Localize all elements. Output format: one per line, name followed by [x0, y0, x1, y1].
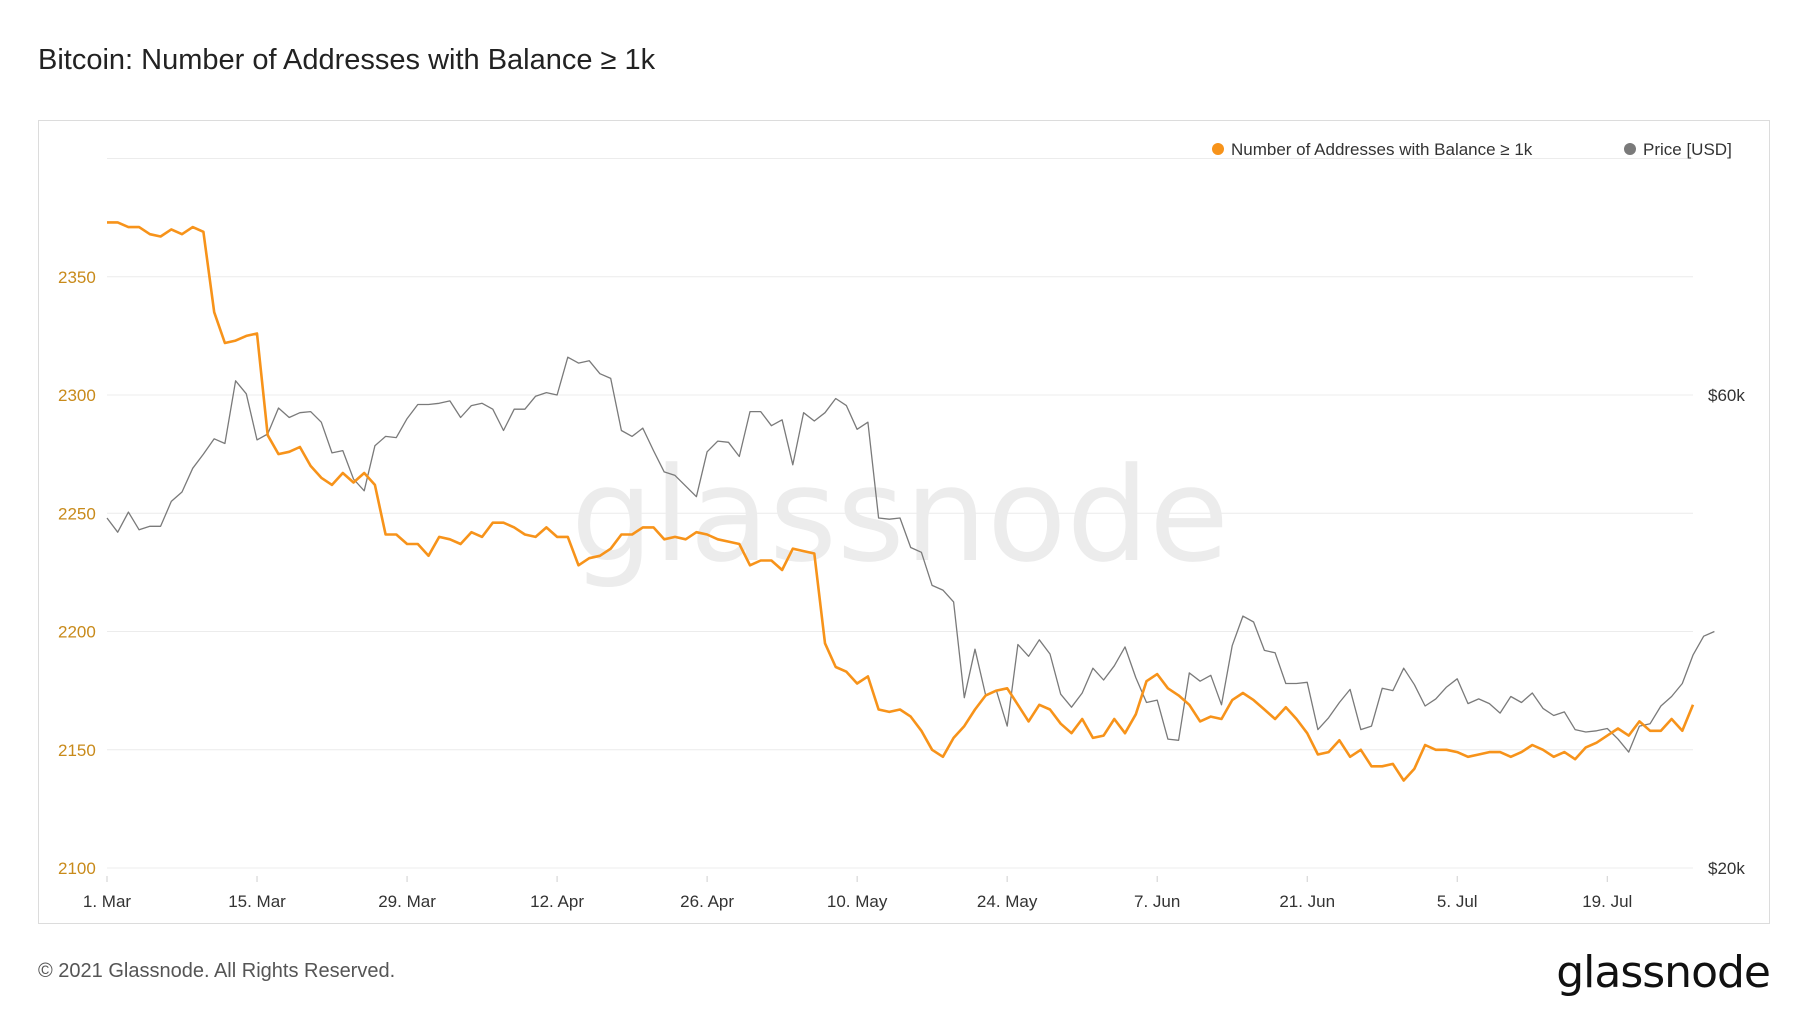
legend: Number of Addresses with Balance ≥ 1k Pri… — [1212, 140, 1732, 159]
legend-item-price-marker — [1624, 143, 1636, 155]
y-left-tick-label: 2150 — [58, 741, 96, 760]
grid-lines — [107, 158, 1693, 869]
y-left-tick-label: 2300 — [58, 386, 96, 405]
x-tick-label: 15. Mar — [228, 892, 286, 911]
y-left-tick-label: 2200 — [58, 623, 96, 642]
x-tick-label: 26. Apr — [680, 892, 734, 911]
x-tick-label: 29. Mar — [378, 892, 436, 911]
x-tick-label: 24. May — [977, 892, 1038, 911]
page-title: Bitcoin: Number of Addresses with Balanc… — [38, 44, 656, 76]
x-tick-label: 12. Apr — [530, 892, 584, 911]
addresses-series-line — [107, 221, 1695, 782]
y-right-tick-label: $60k — [1708, 386, 1745, 405]
x-tick-label: 21. Jun — [1279, 892, 1335, 911]
y-left-tick-label: 2100 — [58, 859, 96, 878]
x-tick-label: 19. Jul — [1582, 892, 1632, 911]
y-left-tick-label: 2350 — [58, 268, 96, 287]
legend-item-price[interactable]: Price [USD] — [1643, 140, 1732, 159]
y-right-tick-label: $20k — [1708, 859, 1745, 878]
chart-panel — [38, 120, 1770, 924]
legend-item-addresses[interactable]: Number of Addresses with Balance ≥ 1k — [1231, 140, 1533, 159]
y-left-tick-label: 2250 — [58, 504, 96, 523]
x-axis: 1. Mar 15. Mar 29. Mar 12. Apr 26. Apr 10. Ma… — [83, 876, 1632, 911]
x-tick-label: 10. May — [827, 892, 888, 911]
y-axis-left: 2100 2150 2200 2250 2300 2350 — [58, 268, 96, 878]
watermark: glassnode — [571, 439, 1229, 591]
x-tick-label: 7. Jun — [1134, 892, 1180, 911]
series-lines — [106, 221, 1715, 782]
glassnode-logo[interactable]: glassnode — [1556, 947, 1771, 998]
x-tick-label: 1. Mar — [83, 892, 132, 911]
legend-item-addresses-marker — [1212, 143, 1224, 155]
y-axis-right: $20k $60k — [1708, 386, 1745, 878]
price-series-line — [106, 356, 1715, 753]
copyright-text: © 2021 Glassnode. All Rights Reserved. — [38, 960, 396, 982]
x-tick-label: 5. Jul — [1437, 892, 1478, 911]
